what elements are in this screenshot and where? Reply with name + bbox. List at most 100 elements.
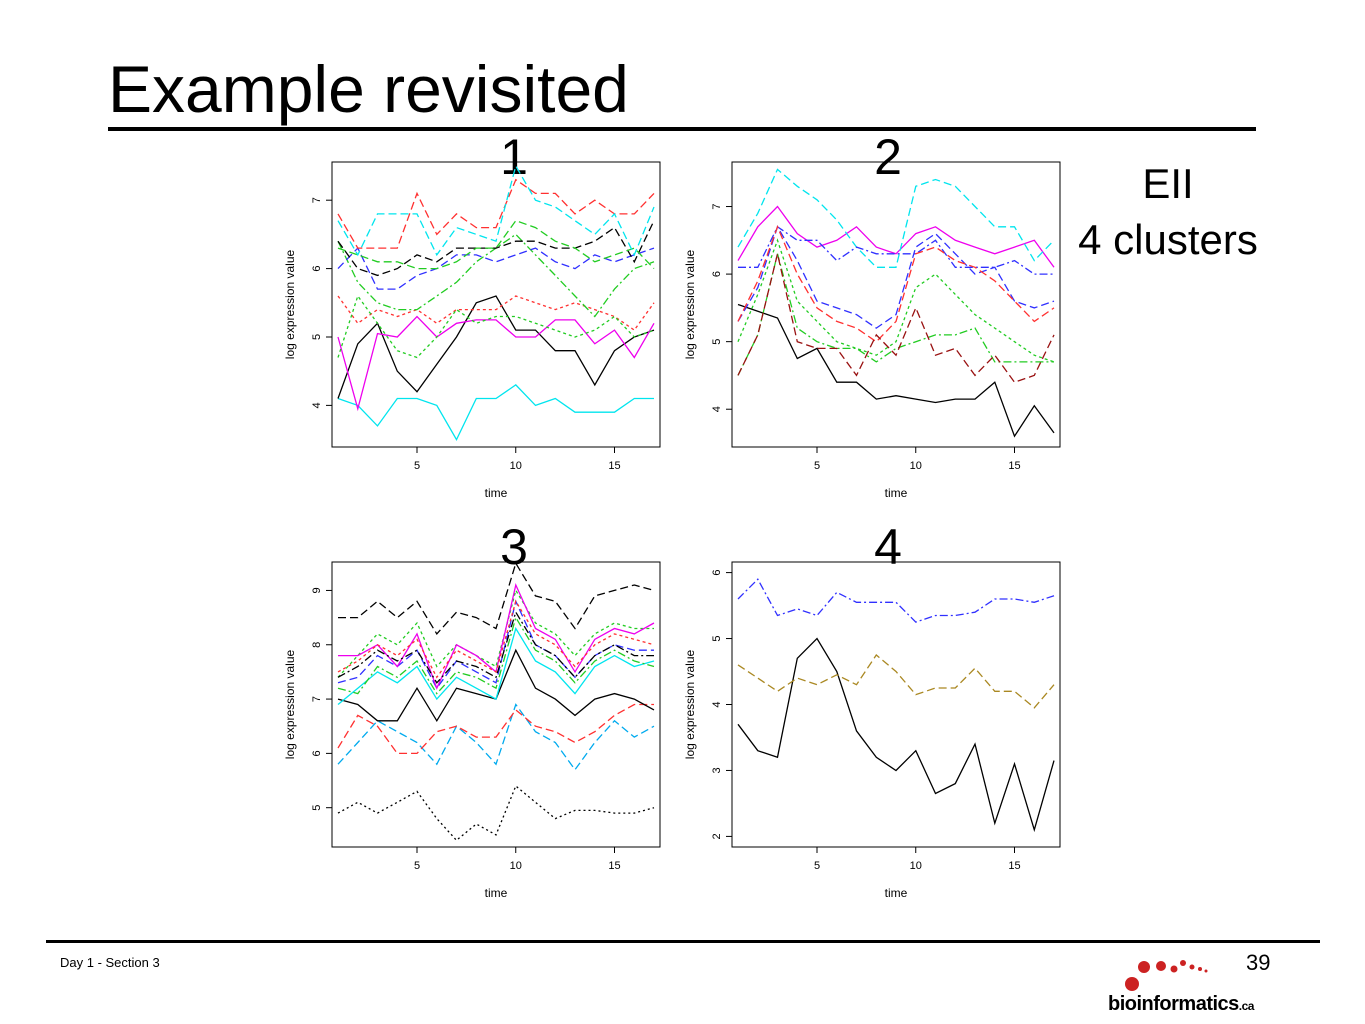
series-line-5 <box>738 225 1054 275</box>
series-line-9 <box>338 582 655 690</box>
cluster-plot-4: 5 10 15 2 3 4 5 6 time log expression value <box>680 560 1070 910</box>
x-tick-label: 15 <box>608 860 620 872</box>
series-line-9 <box>337 219 655 270</box>
y-tick-label: 6 <box>311 750 323 756</box>
series-line-4 <box>337 648 655 723</box>
y-axis-label: log expression value <box>683 249 697 359</box>
chart-svg-4: 5 10 15 2 3 4 5 6 time log expression value <box>683 561 1061 900</box>
x-axis-label: time <box>485 886 508 900</box>
x-tick-label: 5 <box>814 460 820 472</box>
y-tick-label: 9 <box>311 587 323 593</box>
plot-frame <box>331 161 661 448</box>
x-axis-label: time <box>885 886 908 900</box>
y-tick-label: 4 <box>711 701 723 707</box>
cluster-plot-1: 5 10 15 4 5 6 7 time log expression value <box>280 160 670 510</box>
y-tick-label: 2 <box>711 833 723 839</box>
series-line-11 <box>337 164 655 257</box>
series-line-10 <box>337 178 655 249</box>
x-tick-label: 10 <box>510 860 522 872</box>
model-name: EII <box>1142 160 1194 207</box>
y-tick-label: 4 <box>311 402 323 408</box>
plot-frame <box>331 561 661 848</box>
series-line-2 <box>337 295 655 399</box>
page-number: 39 <box>1246 950 1271 975</box>
series-line-3 <box>737 168 1055 268</box>
series-line-1 <box>337 384 654 441</box>
y-axis-label: log expression value <box>683 649 697 759</box>
y-tick-label: 5 <box>311 805 323 811</box>
chart-svg-2: 5 10 15 4 5 6 7 time log expression value <box>683 161 1061 500</box>
series-line-7 <box>337 615 655 695</box>
plot-frame <box>731 561 1061 848</box>
series-line-1 <box>737 303 1055 438</box>
logo-name: bioinformatics <box>1108 993 1239 1015</box>
x-tick-label: 5 <box>414 460 420 472</box>
x-tick-label: 5 <box>414 860 420 872</box>
footer-section: Day 1 - Section 3 <box>60 955 160 970</box>
title-underline <box>108 127 1256 131</box>
series-line-1 <box>737 637 1055 833</box>
series-line-4 <box>337 295 655 331</box>
x-axis-label: time <box>885 486 908 500</box>
series-line-8 <box>337 588 654 678</box>
series-line-3 <box>737 578 1055 623</box>
y-tick-label: 4 <box>711 406 723 412</box>
cluster-plot-2: 5 10 15 4 5 6 7 time log expression value <box>680 160 1070 510</box>
y-axis-label: log expression value <box>283 249 297 359</box>
y-tick-label: 6 <box>711 570 723 576</box>
series-line-1 <box>337 784 655 842</box>
x-tick-label: 15 <box>608 460 620 472</box>
y-tick-label: 5 <box>311 334 323 340</box>
series-line-2 <box>737 205 1055 268</box>
panel-label-3: 3 <box>500 519 528 575</box>
series-line-3 <box>337 703 654 755</box>
model-note: EII 4 clusters <box>1062 156 1274 268</box>
x-tick-label: 5 <box>814 860 820 872</box>
logo-wordmark: bioinformatics.ca <box>1108 993 1254 1016</box>
series-line-3 <box>337 315 655 412</box>
x-tick-label: 10 <box>910 460 922 472</box>
logo-suffix: .ca <box>1238 999 1255 1013</box>
x-axis-label: time <box>485 486 508 500</box>
chart-svg-1: 5 10 15 4 5 6 7 time log expression value <box>283 161 661 500</box>
series-line-4 <box>737 225 1055 329</box>
x-tick-label: 15 <box>1008 460 1020 472</box>
series-line-2 <box>337 703 655 771</box>
series-line-11 <box>337 610 654 684</box>
panel-label-2: 2 <box>874 129 902 185</box>
plot-frame <box>731 161 1061 448</box>
x-tick-label: 10 <box>510 460 522 472</box>
series-line-5 <box>337 294 655 359</box>
y-tick-label: 8 <box>311 642 323 648</box>
y-tick-label: 6 <box>711 271 723 277</box>
panel-label-4: 4 <box>874 519 902 575</box>
series-line-7 <box>737 238 1055 363</box>
cluster-plot-3: 5 10 15 5 6 7 8 9 time log expression value <box>280 560 670 910</box>
series-line-9 <box>737 253 1055 383</box>
series-line-8 <box>737 253 1054 376</box>
x-tick-label: 15 <box>1008 860 1020 872</box>
y-tick-label: 7 <box>311 197 323 203</box>
y-tick-label: 5 <box>711 339 723 345</box>
y-tick-label: 3 <box>711 767 723 773</box>
x-tick-label: 10 <box>910 860 922 872</box>
y-tick-label: 7 <box>711 203 723 209</box>
bioinformatics-logo: bioinformatics.ca <box>1108 953 1254 1021</box>
y-axis-label: log expression value <box>283 649 297 759</box>
series-line-8 <box>337 220 655 277</box>
series-line-6 <box>337 233 655 318</box>
y-tick-label: 6 <box>311 266 323 272</box>
slide-title: Example revisited <box>108 52 629 126</box>
series-line-2 <box>737 654 1055 709</box>
y-tick-label: 5 <box>711 635 723 641</box>
series-line-6 <box>737 225 1055 343</box>
series-line-12 <box>338 561 655 635</box>
footer-rule <box>46 940 1320 943</box>
cluster-count: 4 clusters <box>1078 216 1258 263</box>
series-line-5 <box>337 626 655 706</box>
chart-svg-3: 5 10 15 5 6 7 8 9 time log expression value <box>283 561 661 900</box>
series-line-6 <box>337 599 654 690</box>
series-line-7 <box>337 246 655 290</box>
logo-dots-icon <box>1125 960 1208 991</box>
y-tick-label: 7 <box>311 696 323 702</box>
